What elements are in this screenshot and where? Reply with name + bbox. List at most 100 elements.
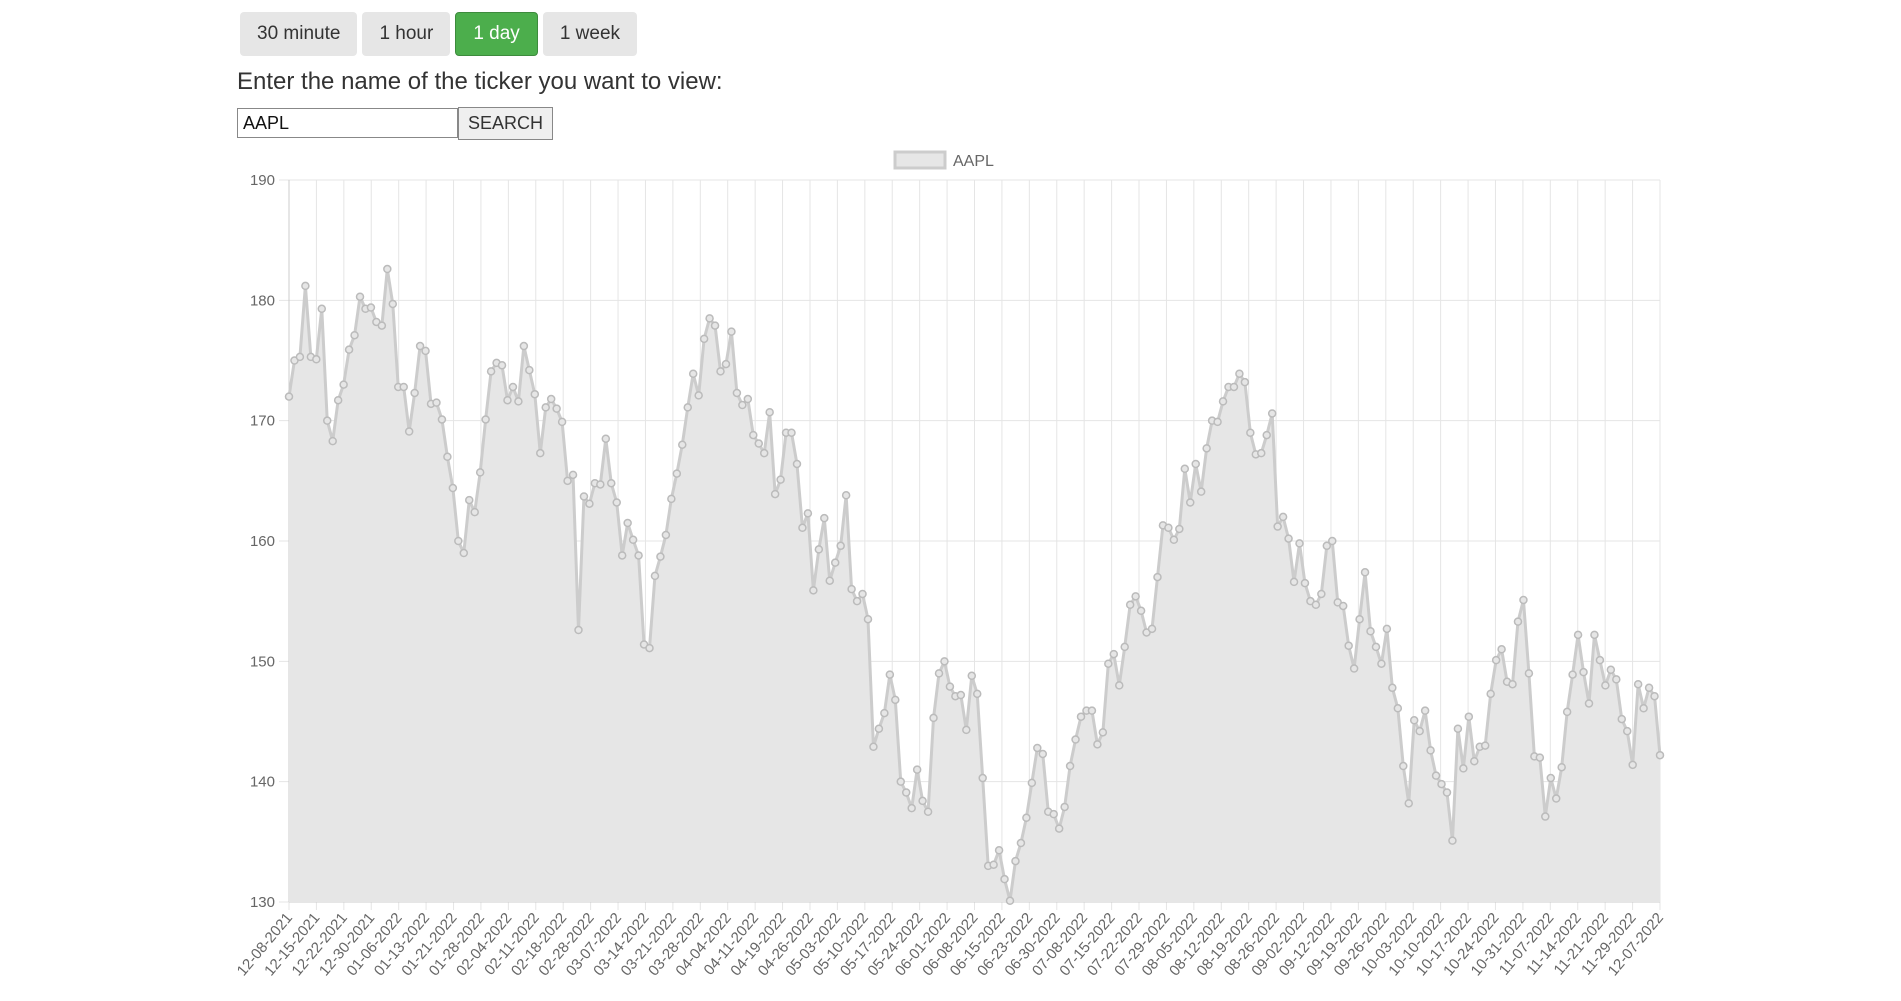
data-point	[1328, 536, 1337, 546]
data-point	[1464, 712, 1474, 721]
data-point	[568, 470, 578, 480]
data-point	[1049, 809, 1058, 819]
data-point	[809, 586, 818, 595]
data-point	[749, 430, 758, 440]
y-tick-label: 180	[250, 292, 275, 309]
data-point	[1590, 630, 1599, 640]
data-point	[1322, 541, 1332, 551]
data-point	[448, 483, 458, 493]
data-point	[1267, 409, 1277, 418]
data-point	[1371, 642, 1381, 652]
data-point	[1546, 773, 1556, 783]
data-point	[1584, 699, 1594, 708]
data-point	[1120, 642, 1129, 652]
data-point	[301, 281, 310, 291]
data-point	[923, 807, 933, 816]
search-button[interactable]: SEARCH	[458, 107, 554, 140]
data-point	[945, 682, 955, 691]
data-point	[880, 708, 889, 718]
data-point	[1480, 741, 1490, 750]
data-point	[716, 367, 725, 376]
data-point	[1125, 600, 1135, 610]
data-point	[607, 478, 616, 488]
data-point	[536, 448, 545, 458]
data-point	[820, 513, 829, 523]
data-point	[1562, 707, 1572, 717]
data-point	[1093, 740, 1102, 749]
data-point	[1175, 524, 1184, 534]
data-point	[1628, 760, 1637, 770]
data-point	[1300, 578, 1310, 588]
data-point	[1060, 802, 1069, 812]
data-point	[355, 292, 365, 301]
data-point	[1218, 397, 1228, 406]
data-point	[1278, 512, 1288, 522]
range-30-minute-button[interactable]: 30 minute	[240, 12, 358, 56]
data-point	[1650, 691, 1659, 701]
data-point	[1595, 655, 1605, 665]
data-point	[1617, 714, 1627, 724]
data-point	[1213, 417, 1222, 427]
range-1-day-button[interactable]: 1 day	[455, 12, 538, 56]
data-point	[601, 434, 611, 443]
data-point	[1338, 601, 1348, 611]
data-point	[579, 492, 589, 501]
data-point	[503, 395, 512, 405]
data-point	[934, 669, 944, 678]
data-point	[1196, 487, 1206, 496]
data-point	[1109, 649, 1119, 659]
ticker-input[interactable]	[237, 108, 458, 138]
data-point	[656, 552, 665, 561]
range-1-week-button[interactable]: 1 week	[542, 12, 638, 56]
data-point	[1579, 667, 1588, 677]
data-point	[1164, 523, 1173, 533]
data-point	[738, 400, 747, 410]
data-point	[1622, 726, 1632, 736]
data-point	[721, 359, 731, 369]
data-point	[918, 796, 927, 806]
data-point	[530, 389, 540, 399]
data-point	[328, 436, 337, 446]
data-point	[1180, 464, 1190, 474]
data-point	[699, 334, 709, 344]
data-point	[1524, 669, 1534, 678]
data-point	[634, 551, 643, 560]
ticker-prompt: Enter the name of the ticker you want to…	[237, 68, 723, 95]
data-point	[1486, 689, 1495, 699]
data-point	[421, 346, 430, 356]
data-point	[1136, 606, 1146, 616]
data-point	[956, 690, 966, 700]
range-1-hour-button[interactable]: 1 hour	[362, 12, 451, 56]
y-tick-label: 140	[250, 774, 275, 791]
data-point	[1420, 706, 1430, 715]
range-selector: 30 minute 1 hour 1 day 1 week	[240, 12, 638, 56]
data-point	[1229, 382, 1239, 392]
data-point	[901, 788, 911, 797]
data-point	[350, 330, 359, 340]
data-point	[454, 536, 463, 546]
data-point	[1147, 624, 1157, 634]
data-point	[1295, 539, 1304, 548]
data-point	[399, 382, 408, 392]
data-point	[443, 452, 452, 462]
data-point	[1459, 764, 1468, 773]
data-point	[754, 439, 763, 448]
data-point	[787, 428, 796, 437]
data-point	[1169, 535, 1179, 545]
data-point	[683, 403, 692, 412]
data-point	[978, 773, 987, 783]
data-point	[1366, 627, 1375, 636]
data-point	[322, 416, 332, 425]
data-point	[486, 367, 496, 376]
data-point	[776, 475, 785, 484]
data-point	[1087, 706, 1097, 715]
data-point	[1404, 799, 1413, 808]
data-point	[383, 264, 392, 274]
data-point	[475, 468, 485, 477]
data-point	[1065, 761, 1075, 771]
data-point	[1535, 753, 1545, 762]
data-point	[1115, 681, 1124, 690]
legend-label: AAPL	[953, 153, 994, 170]
data-point	[1246, 428, 1255, 437]
data-point	[563, 476, 572, 486]
